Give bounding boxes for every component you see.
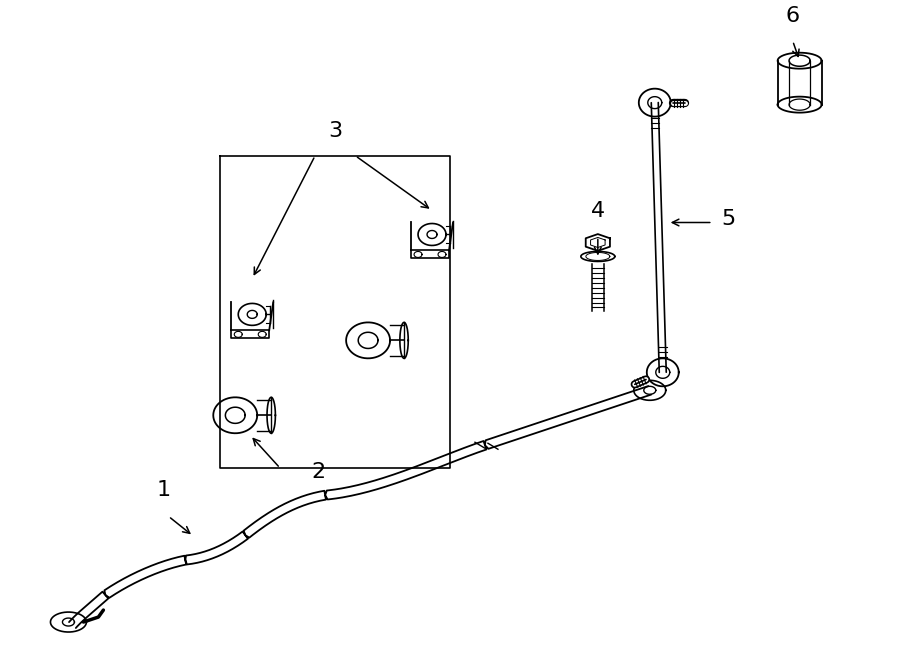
Text: 4: 4 xyxy=(590,200,605,221)
Text: 5: 5 xyxy=(722,208,736,229)
Text: 3: 3 xyxy=(328,120,342,141)
Text: 1: 1 xyxy=(157,480,170,500)
Text: 2: 2 xyxy=(311,462,325,483)
Text: 6: 6 xyxy=(786,6,800,26)
